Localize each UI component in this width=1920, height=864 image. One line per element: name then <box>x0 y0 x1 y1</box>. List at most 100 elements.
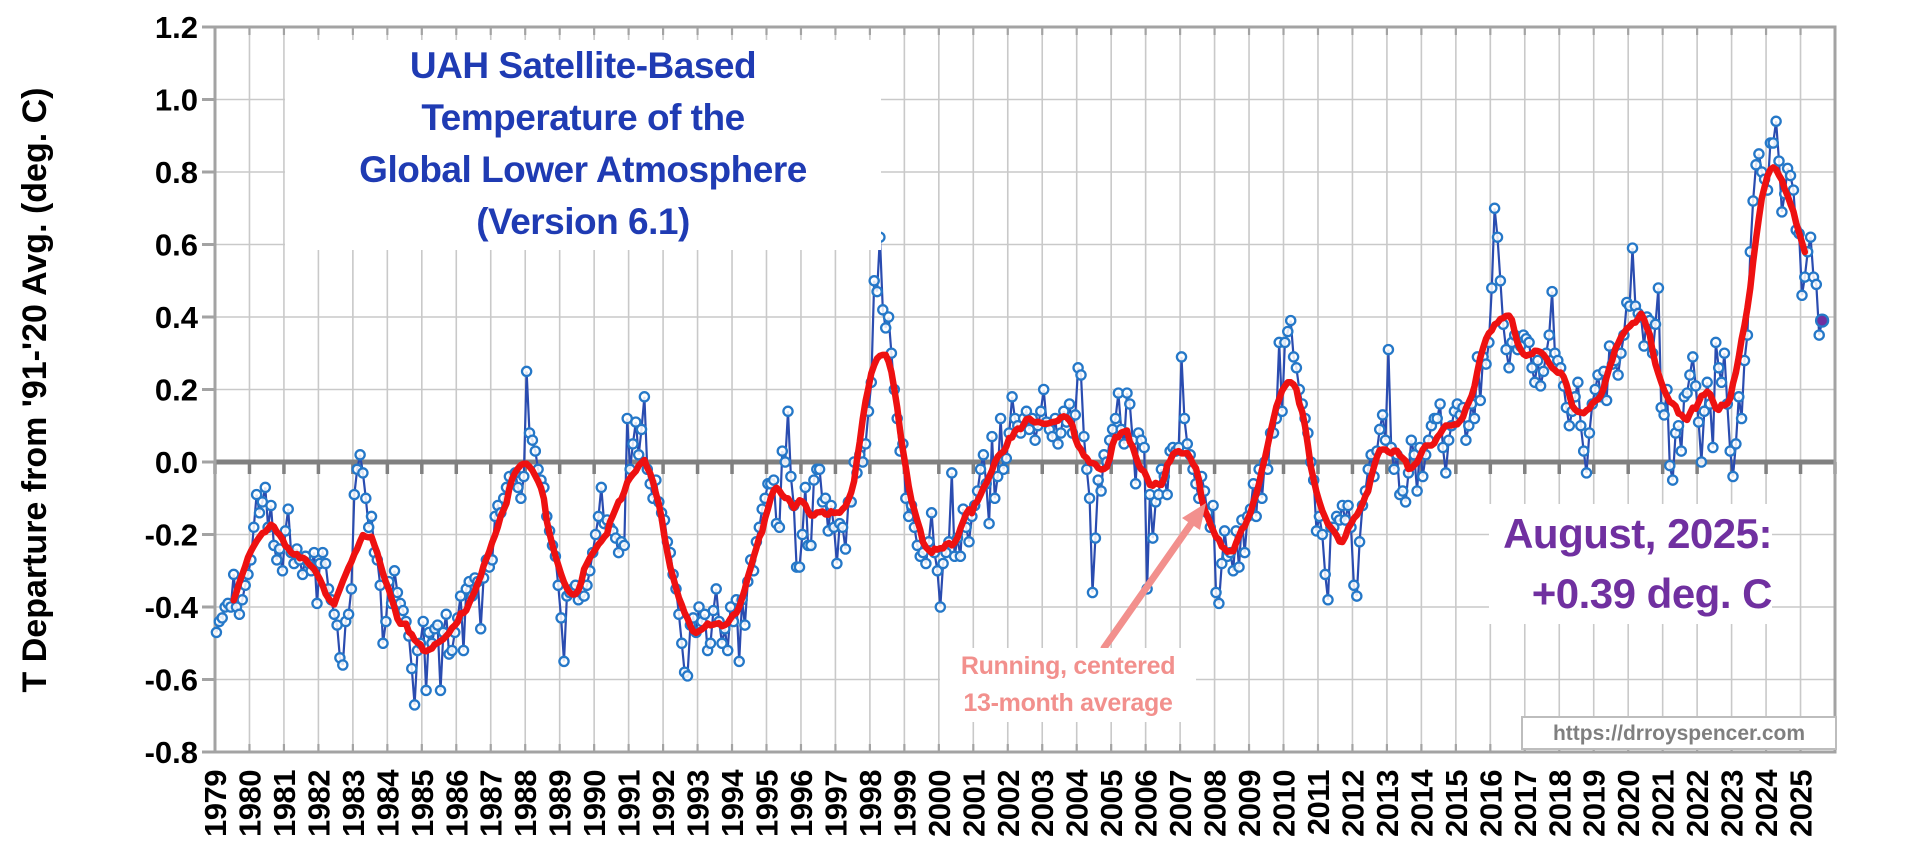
monthly-data-point <box>1437 441 1449 454</box>
chart-title-line-2: Temperature of the <box>421 97 745 138</box>
monthly-data-point <box>1684 369 1696 381</box>
x-tick-labels: 1979 1980 1981 1982 1983 1984 1985 1986 1987 1988… <box>198 769 1819 837</box>
monthly-data-point <box>779 456 791 468</box>
latest-value-line-2: +0.39 deg. C <box>1531 570 1773 617</box>
monthly-data-point <box>808 474 820 486</box>
monthly-data-point <box>1124 398 1136 410</box>
monthly-data-point <box>977 449 990 461</box>
monthly-data-point <box>782 405 794 418</box>
monthly-data-point <box>1733 391 1745 403</box>
x-tick-label: 1985 <box>405 770 440 837</box>
x-tick-label: 2019 <box>1577 770 1612 837</box>
x-tick-label: 2023 <box>1715 770 1750 837</box>
source-url-watermark: https://drroyspencer.com <box>1521 716 1837 750</box>
monthly-data-point <box>1787 184 1800 196</box>
monthly-data-point <box>512 481 524 494</box>
monthly-data-point <box>1563 419 1576 432</box>
monthly-data-point <box>632 449 645 461</box>
running-average-annotation-line-2: 13-month average <box>963 689 1173 717</box>
monthly-data-point <box>420 684 432 697</box>
x-tick-label: 1983 <box>336 770 371 837</box>
monthly-data-point <box>380 615 392 628</box>
monthly-data-point <box>1486 282 1498 294</box>
monthly-data-point <box>1689 380 1702 392</box>
x-tick-label: 2001 <box>956 770 991 837</box>
monthly-data-point <box>1712 362 1725 374</box>
monthly-data-point <box>589 528 602 541</box>
monthly-data-point <box>1572 376 1584 389</box>
monthly-data-point <box>558 655 570 668</box>
chart-title-line-1: UAH Satellite-Based <box>409 45 757 86</box>
monthly-data-point <box>1417 470 1429 483</box>
monthly-data-point <box>1710 336 1722 349</box>
monthly-data-point <box>360 492 372 505</box>
monthly-data-point <box>767 474 780 486</box>
x-tick-label: 1990 <box>577 770 612 837</box>
monthly-data-point <box>879 322 892 334</box>
x-tick-label: 1986 <box>439 770 474 837</box>
monthly-data-point <box>1715 376 1728 389</box>
monthly-data-point <box>1399 496 1412 508</box>
monthly-data-point <box>1658 409 1670 421</box>
monthly-data-point <box>1379 434 1392 446</box>
monthly-data-point <box>1382 343 1395 356</box>
monthly-data-point <box>357 467 369 479</box>
monthly-data-point <box>279 525 292 537</box>
x-tick-label: 2012 <box>1335 770 1370 837</box>
monthly-data-point <box>710 583 722 595</box>
monthly-data-point <box>1442 434 1455 446</box>
monthly-data-point <box>1612 369 1624 381</box>
monthly-data-point <box>454 590 467 602</box>
monthly-anomaly-series <box>210 115 1828 711</box>
monthly-data-point <box>328 608 340 621</box>
monthly-data-point <box>1063 398 1076 410</box>
monthly-data-point <box>474 623 487 635</box>
monthly-data-point <box>1405 434 1418 446</box>
monthly-data-point <box>1376 409 1389 421</box>
monthly-data-point <box>408 699 421 711</box>
monthly-data-point <box>1089 532 1102 544</box>
monthly-data-point <box>342 608 355 621</box>
monthly-data-point <box>1672 419 1685 432</box>
x-tick-label: 2016 <box>1473 770 1508 837</box>
monthly-data-point <box>1233 561 1245 573</box>
running-average-line <box>230 164 1809 655</box>
x-tick-label: 1982 <box>301 770 336 837</box>
monthly-data-point <box>1718 347 1731 359</box>
y-tick-label: 0.8 <box>155 155 198 190</box>
monthly-data-point <box>693 601 705 613</box>
zero-line <box>213 459 1837 474</box>
chart-title: UAH Satellite-Based Temperature of the G… <box>285 40 881 250</box>
monthly-data-point <box>1095 485 1107 497</box>
monthly-data-point <box>1181 438 1194 450</box>
monthly-data-point <box>1282 325 1294 338</box>
monthly-data-point <box>1770 115 1782 128</box>
monthly-data-point <box>733 655 745 668</box>
monthly-data-point <box>1701 376 1713 389</box>
monthly-data-point <box>1531 354 1544 367</box>
monthly-data-point <box>1546 285 1558 298</box>
monthly-data-point <box>986 430 998 443</box>
chart-title-line-4: (Version 6.1) <box>476 201 690 242</box>
x-tick-label: 2007 <box>1163 770 1198 837</box>
monthly-data-point <box>365 510 378 523</box>
monthly-data-point <box>1681 387 1693 399</box>
x-tick-label: 2004 <box>1060 769 1095 837</box>
monthly-data-point <box>520 365 533 378</box>
x-tick-label: 2010 <box>1267 770 1302 837</box>
monthly-data-point <box>1687 351 1699 363</box>
running-average-annotation-line-1: Running, centered <box>960 652 1176 680</box>
x-tick-label: 1994 <box>715 769 750 837</box>
x-tick-label: 2014 <box>1404 769 1439 837</box>
monthly-data-point <box>831 557 843 570</box>
annotation-arrow <box>1100 503 1206 652</box>
x-tick-label: 1991 <box>612 770 647 837</box>
x-tick-label: 1999 <box>887 770 922 837</box>
x-tick-label: 2021 <box>1646 770 1681 837</box>
monthly-data-point <box>716 637 728 650</box>
x-tick-label: 1993 <box>681 770 716 837</box>
monthly-data-point <box>1440 467 1452 479</box>
y-tick-label: 1.2 <box>155 10 198 45</box>
y-tick-label: -0.6 <box>145 663 198 698</box>
monthly-data-point <box>1730 438 1742 450</box>
